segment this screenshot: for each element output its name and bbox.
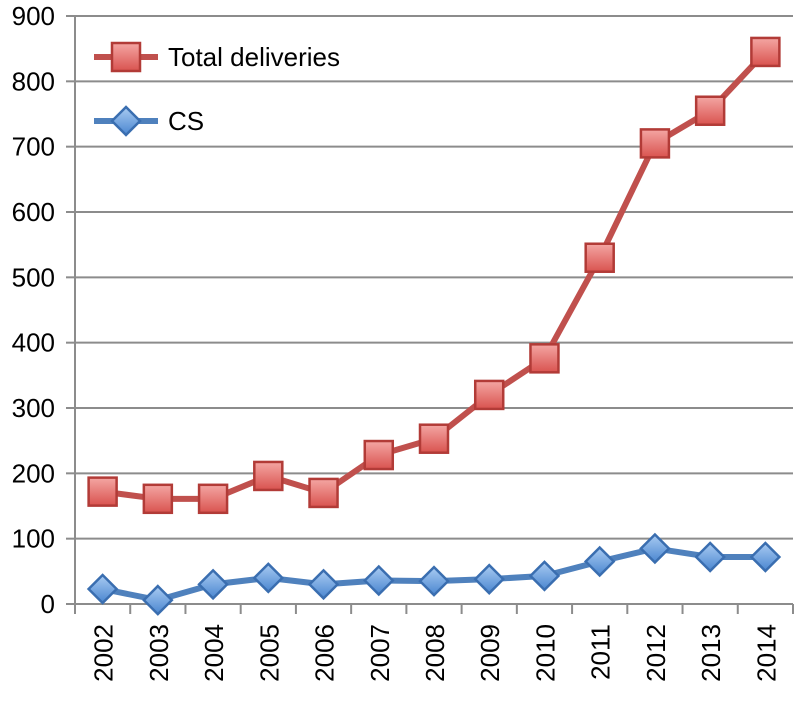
data-point bbox=[639, 532, 671, 565]
data-point bbox=[418, 565, 450, 597]
data-point bbox=[363, 439, 395, 471]
data-point bbox=[583, 545, 616, 578]
x-tick-label: 2005 bbox=[254, 624, 284, 682]
y-tick-label: 700 bbox=[12, 132, 55, 162]
y-tick-label: 0 bbox=[41, 589, 55, 619]
axes bbox=[66, 15, 794, 614]
data-point bbox=[86, 573, 119, 605]
grid-lines bbox=[75, 15, 793, 540]
legend-marker bbox=[110, 41, 142, 73]
x-tick-label: 2012 bbox=[641, 624, 671, 682]
x-tick-label: 2004 bbox=[199, 624, 229, 682]
data-point bbox=[142, 584, 174, 616]
x-tick-label: 2009 bbox=[475, 624, 505, 682]
data-point bbox=[528, 560, 561, 592]
data-point bbox=[307, 568, 340, 601]
data-point bbox=[87, 476, 118, 507]
data-point bbox=[749, 541, 782, 573]
data-point bbox=[197, 483, 229, 515]
data-point bbox=[197, 568, 229, 601]
data-point bbox=[529, 343, 560, 374]
x-tick-label: 2011 bbox=[586, 624, 616, 680]
data-point bbox=[473, 563, 505, 595]
data-point bbox=[473, 379, 505, 411]
legend-label: CS bbox=[168, 106, 204, 136]
data-point bbox=[252, 562, 285, 594]
y-tick-label: 400 bbox=[12, 328, 55, 358]
y-tick-label: 900 bbox=[12, 1, 55, 31]
data-point bbox=[253, 460, 284, 492]
y-tick-label: 200 bbox=[12, 458, 55, 488]
data-point bbox=[750, 36, 781, 68]
y-tick-label: 100 bbox=[12, 524, 55, 554]
y-tick-labels: 0 100 200 300 400 500 600 700 800 900 bbox=[12, 1, 55, 619]
x-tick-label: 2007 bbox=[365, 624, 395, 682]
x-tick-label: 2003 bbox=[144, 624, 174, 682]
x-tick-labels: 2002 2003 2004 2005 2006 2007 2008 2009 2010 2011… bbox=[89, 624, 782, 682]
data-point bbox=[694, 541, 726, 573]
legend: Total deliveries CS bbox=[94, 41, 340, 137]
data-point bbox=[694, 95, 726, 126]
legend-entry: CS bbox=[94, 105, 204, 137]
legend-marker bbox=[110, 105, 142, 137]
series bbox=[86, 36, 782, 616]
data-point bbox=[639, 128, 671, 159]
x-tick-label: 2006 bbox=[310, 624, 340, 682]
data-point bbox=[418, 423, 450, 454]
x-tick-label: 2013 bbox=[696, 624, 726, 682]
data-point bbox=[142, 483, 174, 515]
series-total-deliveries bbox=[87, 36, 781, 515]
series-cs bbox=[86, 532, 782, 616]
y-tick-label: 300 bbox=[12, 393, 55, 423]
x-tick-label: 2010 bbox=[530, 624, 560, 682]
x-tick-label: 2002 bbox=[89, 624, 119, 682]
data-point bbox=[363, 564, 395, 597]
y-tick-label: 800 bbox=[12, 66, 55, 96]
x-tick-label: 2008 bbox=[420, 624, 450, 682]
y-tick-label: 500 bbox=[12, 262, 55, 292]
legend-label: Total deliveries bbox=[168, 42, 340, 72]
data-point bbox=[308, 477, 339, 509]
data-point bbox=[584, 242, 615, 273]
y-tick-label: 600 bbox=[12, 197, 55, 227]
x-tick-label: 2014 bbox=[751, 624, 781, 682]
legend-entry: Total deliveries bbox=[94, 41, 340, 73]
